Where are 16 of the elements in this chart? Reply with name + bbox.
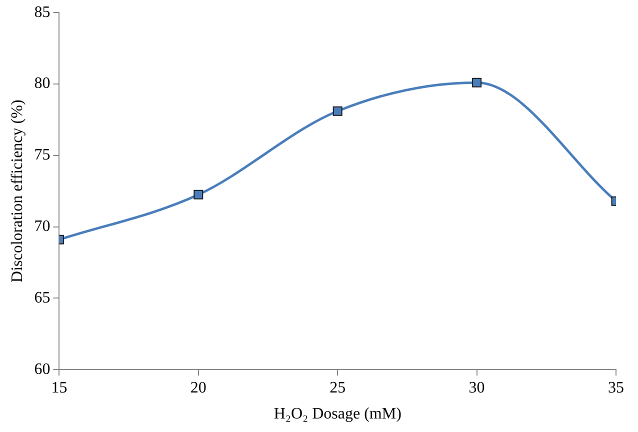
y-tick-label: 60 [34, 360, 50, 378]
x-tick-label: 35 [608, 379, 624, 396]
y-tick-label: 65 [34, 289, 50, 306]
y-tick-label: 70 [34, 218, 50, 236]
x-tick-label: 15 [51, 379, 68, 396]
x-axis-title: H₂O₂ Dosage (mM) [274, 406, 402, 423]
y-axis-title: Discoloration efficiency (%) [8, 100, 26, 282]
point [194, 190, 204, 200]
point [332, 106, 342, 116]
x-tick-label: 25 [330, 379, 346, 396]
x-tick-label: 20 [190, 379, 206, 396]
y-tick-label: 85 [34, 4, 50, 21]
point [472, 78, 482, 88]
x-tick-label: 30 [468, 379, 485, 396]
y-tick-label: 75 [34, 146, 50, 164]
y-tick-label: 80 [34, 75, 50, 92]
